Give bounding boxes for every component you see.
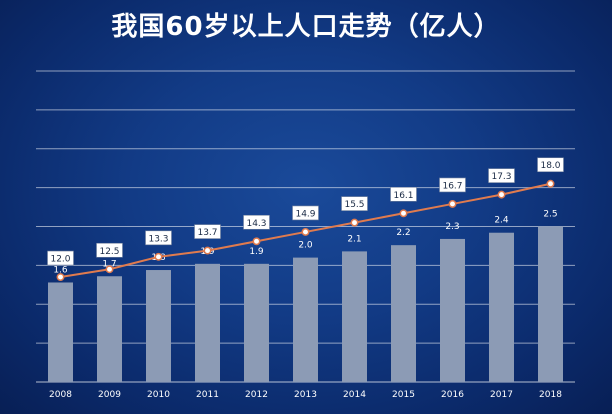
line-value-box [488, 168, 515, 183]
line-value-box [145, 230, 172, 246]
bar [146, 270, 171, 382]
line-value-box [243, 214, 270, 230]
line-value-box [537, 157, 564, 173]
line-value-box [47, 250, 74, 266]
line-value-label: 13.7 [197, 228, 217, 238]
line-value-box [390, 186, 417, 202]
line-value-label: 14.9 [295, 209, 315, 219]
trend-point [301, 227, 310, 236]
x-tick-label: 2009 [98, 390, 121, 400]
x-tick-label: 2017 [490, 390, 513, 400]
bar-value-label: 2.3 [445, 222, 459, 232]
bar [244, 263, 269, 382]
trend-point [448, 200, 457, 208]
line-labels: 12.0 12.5 13.3 13.7 14.3 14.9 15.5 16.1 16.7 17.3… [47, 157, 564, 266]
bar-value-label: 2.1 [347, 234, 361, 244]
trend-point [105, 265, 114, 274]
x-axis-ticks: 2008 2009 2010 2011 2012 2013 2014 2015 2016 2017… [49, 390, 562, 400]
line-value-label: 12.5 [99, 247, 119, 257]
line-value-label: 15.5 [344, 200, 364, 210]
line-value-box [194, 224, 221, 239]
line-value-box [341, 196, 368, 211]
line-value-label: 16.1 [393, 191, 413, 201]
x-tick-label: 2015 [392, 390, 415, 400]
bar [440, 238, 465, 382]
line-value-label: 13.3 [148, 234, 168, 244]
trend-point [399, 209, 408, 218]
trend-point [546, 179, 555, 188]
bar-value-label: 2.5 [543, 210, 557, 220]
bar-value-label: 1.7 [102, 259, 116, 269]
x-tick-label: 2011 [196, 390, 219, 400]
bar [293, 257, 318, 382]
bar-value-label: 2.4 [494, 216, 509, 226]
bar [391, 245, 416, 382]
chart-title: 我国60岁以上人口走势（亿人） [111, 12, 501, 42]
line-series [56, 179, 555, 281]
x-tick-label: 2016 [441, 390, 464, 400]
trend-point [350, 218, 359, 227]
line-value-box [292, 205, 319, 221]
bar [48, 282, 73, 382]
x-tick-label: 2010 [147, 390, 170, 400]
bar-value-label: 2.2 [396, 228, 410, 238]
line-value-label: 14.3 [246, 219, 266, 229]
x-tick-label: 2014 [343, 390, 366, 400]
bar-value-label: 2.0 [298, 241, 313, 251]
bar [342, 251, 367, 382]
bar-value-label: 1.9 [249, 247, 264, 257]
line-value-label: 18.0 [540, 161, 560, 171]
bar [195, 263, 220, 382]
trend-point [203, 246, 212, 255]
line-value-box [439, 177, 466, 193]
line-value-label: 12.0 [50, 255, 70, 265]
line-value-label: 17.3 [491, 172, 511, 182]
bar [489, 232, 514, 382]
bar [538, 226, 563, 382]
bar [97, 276, 122, 382]
x-tick-label: 2012 [245, 390, 268, 400]
trend-point [154, 252, 163, 261]
line-value-label: 16.7 [442, 181, 462, 191]
x-tick-label: 2008 [49, 390, 72, 400]
x-tick-label: 2018 [539, 390, 562, 400]
bar-value-label: 1.6 [53, 265, 68, 275]
trend-point [252, 237, 261, 246]
trend-point [56, 273, 65, 281]
x-tick-label: 2013 [294, 390, 317, 400]
trend-point [497, 190, 506, 199]
bar-series [48, 226, 563, 382]
line-value-box [96, 242, 123, 258]
